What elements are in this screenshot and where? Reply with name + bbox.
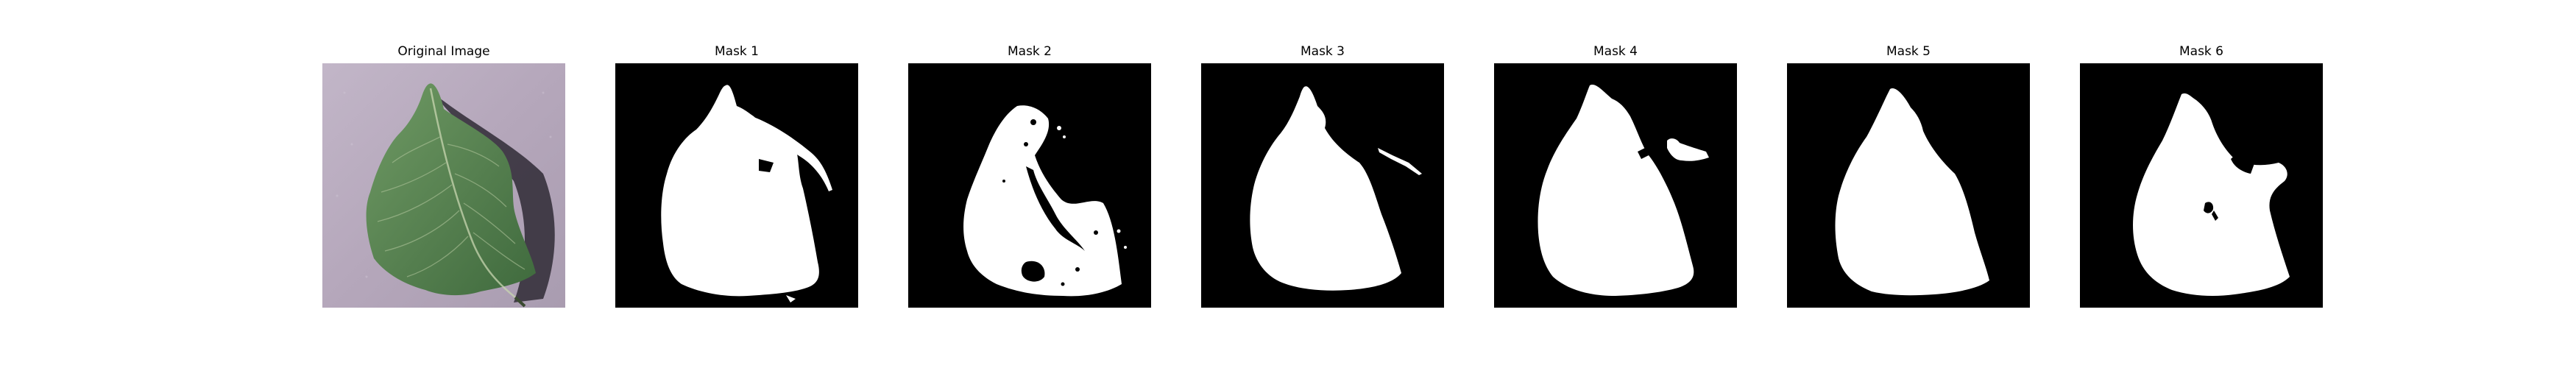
mask-5-title: Mask 5 (1886, 44, 1931, 59)
original-image-title: Original Image (397, 44, 490, 59)
mask-4-panel: Mask 4 (1494, 0, 1737, 368)
mask-3-panel: Mask 3 (1201, 0, 1444, 368)
mask-6-image (2080, 63, 2323, 308)
mask-1-panel: Mask 1 (615, 0, 858, 368)
mask-4-title: Mask 4 (1593, 44, 1638, 59)
mask-2-title: Mask 2 (1007, 44, 1052, 59)
original-leaf-photo (322, 63, 565, 308)
original-image-panel: Original Image (322, 0, 565, 368)
mask-6-title: Mask 6 (2179, 44, 2223, 59)
mask-2-panel: Mask 2 (908, 0, 1151, 368)
mask-4-image (1494, 63, 1737, 308)
mask-3-title: Mask 3 (1300, 44, 1345, 59)
mask-5-panel: Mask 5 (1787, 0, 2030, 368)
mask-1-title: Mask 1 (714, 44, 759, 59)
mask-2-image (908, 63, 1151, 308)
mask-6-panel: Mask 6 (2080, 0, 2323, 368)
mask-3-image (1201, 63, 1444, 308)
mask-5-image (1787, 63, 2030, 308)
mask-1-image (615, 63, 858, 308)
